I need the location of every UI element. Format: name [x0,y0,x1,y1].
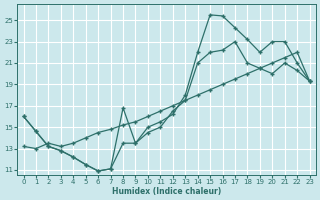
X-axis label: Humidex (Indice chaleur): Humidex (Indice chaleur) [112,187,221,196]
